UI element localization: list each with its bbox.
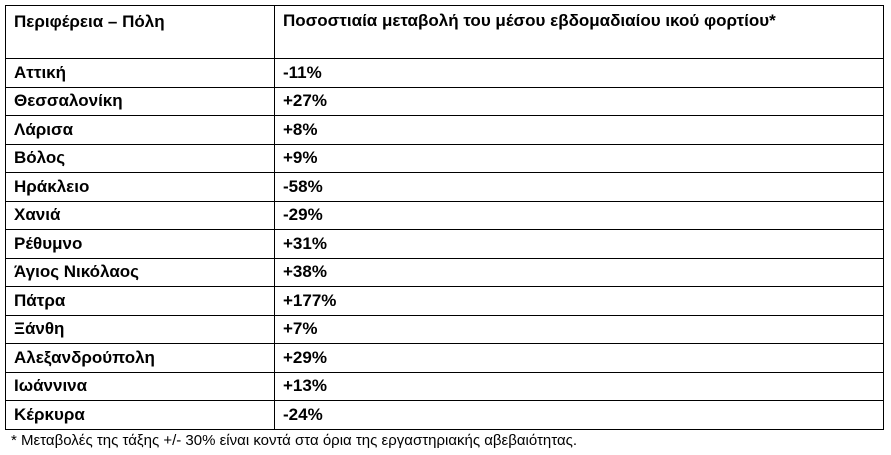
table-row: Θεσσαλονίκη +27%: [5, 86, 884, 116]
table-row: Χανιά -29%: [5, 200, 884, 230]
table-row: Αλεξανδρούπολη +29%: [5, 343, 884, 373]
table-row: Αττική -11%: [5, 58, 884, 88]
cell-change: +7%: [274, 314, 884, 344]
cell-change: +13%: [274, 371, 884, 401]
header-region-city: Περιφέρεια – Πόλη: [5, 5, 275, 59]
cell-city: Ιωάννινα: [5, 371, 275, 401]
cell-change: -58%: [274, 172, 884, 202]
table-header-row: Περιφέρεια – Πόλη Ποσοστιαία μεταβολή το…: [5, 5, 884, 59]
cell-change: +27%: [274, 86, 884, 116]
cell-change: +9%: [274, 143, 884, 173]
cell-change: +29%: [274, 343, 884, 373]
table-row: Ρέθυμνο +31%: [5, 229, 884, 259]
cell-city: Ρέθυμνο: [5, 229, 275, 259]
table-row: Κέρκυρα -24%: [5, 400, 884, 430]
cell-change: +8%: [274, 115, 884, 145]
cell-city: Ξάνθη: [5, 314, 275, 344]
cell-city: Άγιος Νικόλαος: [5, 257, 275, 287]
cell-city: Αττική: [5, 58, 275, 88]
cell-change: +31%: [274, 229, 884, 259]
cell-city: Αλεξανδρούπολη: [5, 343, 275, 373]
cell-city: Θεσσαλονίκη: [5, 86, 275, 116]
viral-load-table: Περιφέρεια – Πόλη Ποσοστιαία μεταβολή το…: [5, 5, 884, 430]
table-row: Ιωάννινα +13%: [5, 371, 884, 401]
table-row: Άγιος Νικόλαος +38%: [5, 257, 884, 287]
table-row: Βόλος +9%: [5, 143, 884, 173]
cell-change: -11%: [274, 58, 884, 88]
cell-city: Πάτρα: [5, 286, 275, 316]
cell-city: Χανιά: [5, 200, 275, 230]
table-row: Ξάνθη +7%: [5, 314, 884, 344]
cell-city: Κέρκυρα: [5, 400, 275, 430]
table-row: Ηράκλειο -58%: [5, 172, 884, 202]
table-row: Πάτρα +177%: [5, 286, 884, 316]
table-row: Λάρισα +8%: [5, 115, 884, 145]
cell-change: +38%: [274, 257, 884, 287]
cell-change: +177%: [274, 286, 884, 316]
cell-city: Βόλος: [5, 143, 275, 173]
header-percent-change: Ποσοστιαία μεταβολή του μέσου εβδομαδιαί…: [274, 5, 884, 59]
cell-change: -29%: [274, 200, 884, 230]
cell-city: Ηράκλειο: [5, 172, 275, 202]
cell-change: -24%: [274, 400, 884, 430]
cell-city: Λάρισα: [5, 115, 275, 145]
footnote: * Μεταβολές της τάξης +/- 30% είναι κοντ…: [11, 432, 578, 449]
